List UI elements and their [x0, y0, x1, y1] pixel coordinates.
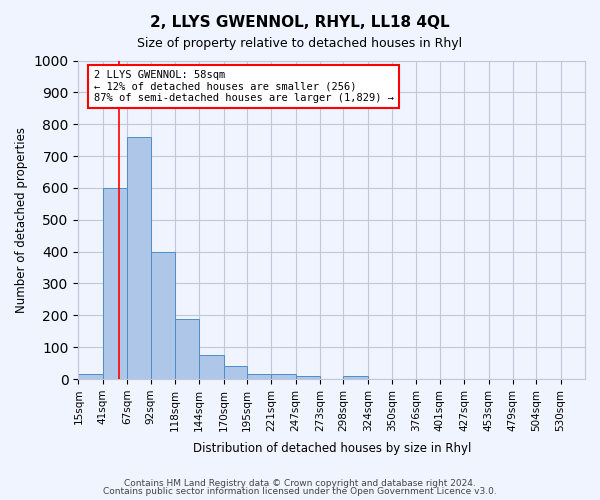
Bar: [175, 318, 199, 379]
Y-axis label: Number of detached properties: Number of detached properties: [15, 127, 28, 313]
Bar: [103, 188, 127, 379]
Text: Contains public sector information licensed under the Open Government Licence v3: Contains public sector information licen…: [103, 487, 497, 496]
Text: Contains HM Land Registry data © Crown copyright and database right 2024.: Contains HM Land Registry data © Crown c…: [124, 478, 476, 488]
Text: 2, LLYS GWENNOL, RHYL, LL18 4QL: 2, LLYS GWENNOL, RHYL, LL18 4QL: [150, 15, 450, 30]
Bar: [199, 355, 224, 379]
Bar: [296, 376, 320, 379]
Bar: [151, 252, 175, 379]
Bar: [247, 374, 271, 379]
Bar: [79, 374, 103, 379]
Bar: [127, 137, 151, 379]
Bar: [343, 376, 368, 379]
X-axis label: Distribution of detached houses by size in Rhyl: Distribution of detached houses by size …: [193, 442, 471, 455]
Text: Size of property relative to detached houses in Rhyl: Size of property relative to detached ho…: [137, 38, 463, 51]
Bar: [271, 374, 296, 379]
Bar: [224, 366, 247, 379]
Text: 2 LLYS GWENNOL: 58sqm
← 12% of detached houses are smaller (256)
87% of semi-det: 2 LLYS GWENNOL: 58sqm ← 12% of detached …: [94, 70, 394, 103]
